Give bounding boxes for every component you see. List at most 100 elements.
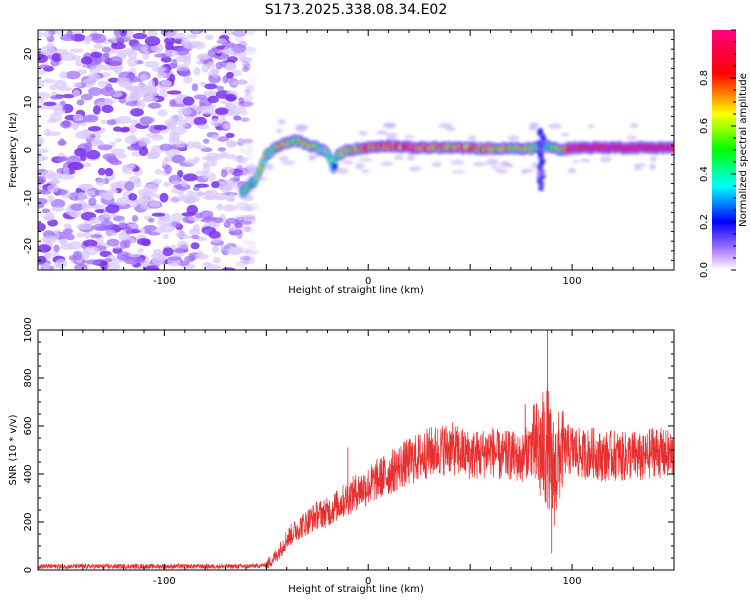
noise-blob <box>243 88 251 96</box>
noise-blob <box>38 69 46 75</box>
noise-blob <box>160 56 172 63</box>
noise-blob <box>599 156 612 163</box>
noise-blob <box>248 71 258 79</box>
noise-blob <box>44 252 59 257</box>
noise-blob <box>239 205 256 212</box>
y-tick-label: 0 <box>23 567 34 573</box>
noise-blob <box>127 49 138 60</box>
noise-blob <box>100 86 115 97</box>
noise-blob <box>215 107 229 115</box>
noise-blob <box>84 141 93 152</box>
noise-blob <box>103 192 114 201</box>
noise-blob <box>236 157 248 164</box>
noise-blob <box>172 180 181 185</box>
noise-blob <box>157 71 168 79</box>
noise-blob <box>222 123 231 129</box>
noise-blob <box>125 30 134 39</box>
noise-blob <box>213 257 221 264</box>
noise-blob <box>158 88 169 99</box>
noise-blob <box>241 170 256 176</box>
noise-blob <box>235 35 244 43</box>
colorbar-tick-label: 0.6 <box>699 118 710 134</box>
noise-blob <box>233 115 242 121</box>
y-tick-label: -10 <box>23 190 34 206</box>
colorbar-tick-label: 0.4 <box>699 166 710 182</box>
noise-blob <box>142 50 150 61</box>
noise-blob <box>88 197 97 207</box>
noise-blob <box>117 50 128 58</box>
noise-blob <box>162 233 169 240</box>
noise-blob <box>38 78 45 89</box>
x-tick-label: -100 <box>153 276 176 287</box>
noise-blob <box>125 225 132 235</box>
noise-blob <box>241 215 257 226</box>
noise-blob <box>183 173 198 182</box>
noise-blob <box>129 92 141 98</box>
noise-blob <box>47 184 60 193</box>
noise-blob <box>649 163 657 171</box>
noise-blob <box>567 167 576 174</box>
noise-blob <box>245 226 255 235</box>
noise-blob <box>184 115 191 123</box>
noise-blob <box>136 99 146 110</box>
noise-blob <box>164 37 176 45</box>
noise-blob <box>175 140 186 148</box>
noise-blob <box>587 124 595 129</box>
noise-blob <box>138 189 150 196</box>
noise-blob <box>147 218 155 223</box>
noise-blob <box>221 30 235 36</box>
noise-blob <box>145 132 161 138</box>
noise-blob <box>507 135 520 142</box>
noise-blob <box>468 135 477 141</box>
noise-blob <box>243 63 251 71</box>
noise-blob <box>336 167 349 175</box>
noise-blob <box>136 238 151 246</box>
noise-blob <box>117 153 127 159</box>
noise-blob <box>157 217 173 228</box>
noise-blob <box>211 134 220 140</box>
noise-blob <box>74 263 88 270</box>
noise-blob <box>164 164 173 175</box>
noise-blob <box>193 116 207 126</box>
noise-blob <box>107 158 119 164</box>
colorbar-gradient <box>712 30 736 270</box>
noise-blob <box>216 203 224 211</box>
noise-blob <box>240 117 250 122</box>
noise-blob <box>202 262 212 268</box>
noise-blob <box>148 102 161 109</box>
noise-blob <box>101 213 117 219</box>
noise-blob <box>177 107 192 116</box>
noise-blob <box>245 151 254 162</box>
noise-blob <box>241 194 254 202</box>
ridge-cell <box>537 127 544 134</box>
noise-blob <box>198 105 215 115</box>
noise-blob <box>191 191 206 196</box>
noise-blob <box>226 71 234 79</box>
noise-blob <box>159 192 169 203</box>
noise-blob <box>278 156 289 162</box>
noise-blob <box>151 212 166 217</box>
colorbar-tick-label: 0.2 <box>699 214 710 230</box>
noise-blob <box>226 93 237 102</box>
noise-blob <box>182 96 195 106</box>
noise-blob <box>226 90 238 96</box>
noise-blob <box>132 32 148 40</box>
noise-blob <box>245 30 256 36</box>
noise-blob <box>243 249 260 255</box>
noise-blob <box>75 130 91 140</box>
noise-blob <box>128 124 138 134</box>
noise-blob <box>69 48 84 53</box>
noise-blob <box>626 135 638 140</box>
noise-blob <box>245 213 259 223</box>
noise-blob <box>191 141 202 149</box>
noise-blob <box>244 79 257 89</box>
noise-blob <box>238 97 245 104</box>
noise-blob <box>152 248 162 256</box>
noise-blob <box>233 214 247 220</box>
noise-blob <box>153 124 168 131</box>
snr-y-ticks: 0 200 400 600 800 1000 <box>23 317 674 573</box>
noise-blob <box>445 126 456 132</box>
x-tick-label: 0 <box>365 276 371 287</box>
noise-blob <box>88 141 105 146</box>
noise-blob <box>38 148 49 153</box>
